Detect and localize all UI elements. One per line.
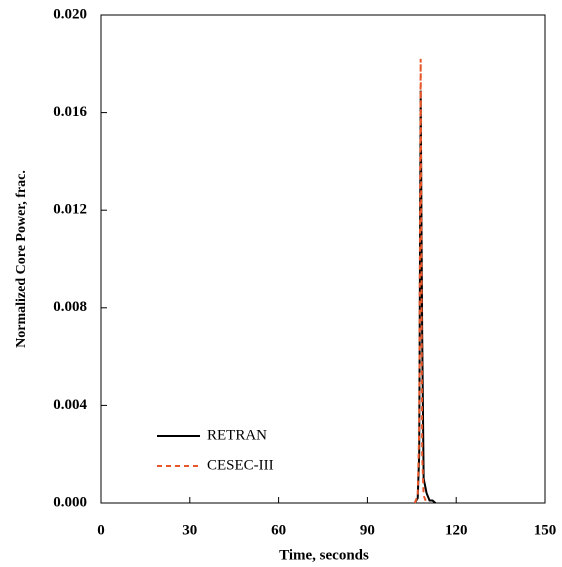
y-axis-title: Normalized Core Power, frac. <box>14 170 29 348</box>
y-tick-label: 0.012 <box>53 202 87 218</box>
data-line <box>413 90 437 504</box>
y-tick-label: 0.000 <box>53 494 87 510</box>
y-tick-label: 0.008 <box>53 299 87 315</box>
legend-label: CESEC-III <box>207 457 274 473</box>
x-axis-title: Time, seconds <box>279 547 369 563</box>
y-tick-label: 0.004 <box>53 397 87 413</box>
legend-label: RETRAN <box>207 427 267 443</box>
x-tick-label: 60 <box>271 522 286 538</box>
x-tick-label: 30 <box>182 522 197 538</box>
x-tick-label: 90 <box>360 522 375 538</box>
x-tick-label: 120 <box>445 522 468 538</box>
y-tick-label: 0.020 <box>53 6 87 22</box>
x-tick-label: 150 <box>534 522 557 538</box>
data-line <box>413 58 428 504</box>
y-tick-label: 0.016 <box>53 104 87 120</box>
x-tick-label: 0 <box>97 522 105 538</box>
plot-frame <box>100 14 546 504</box>
